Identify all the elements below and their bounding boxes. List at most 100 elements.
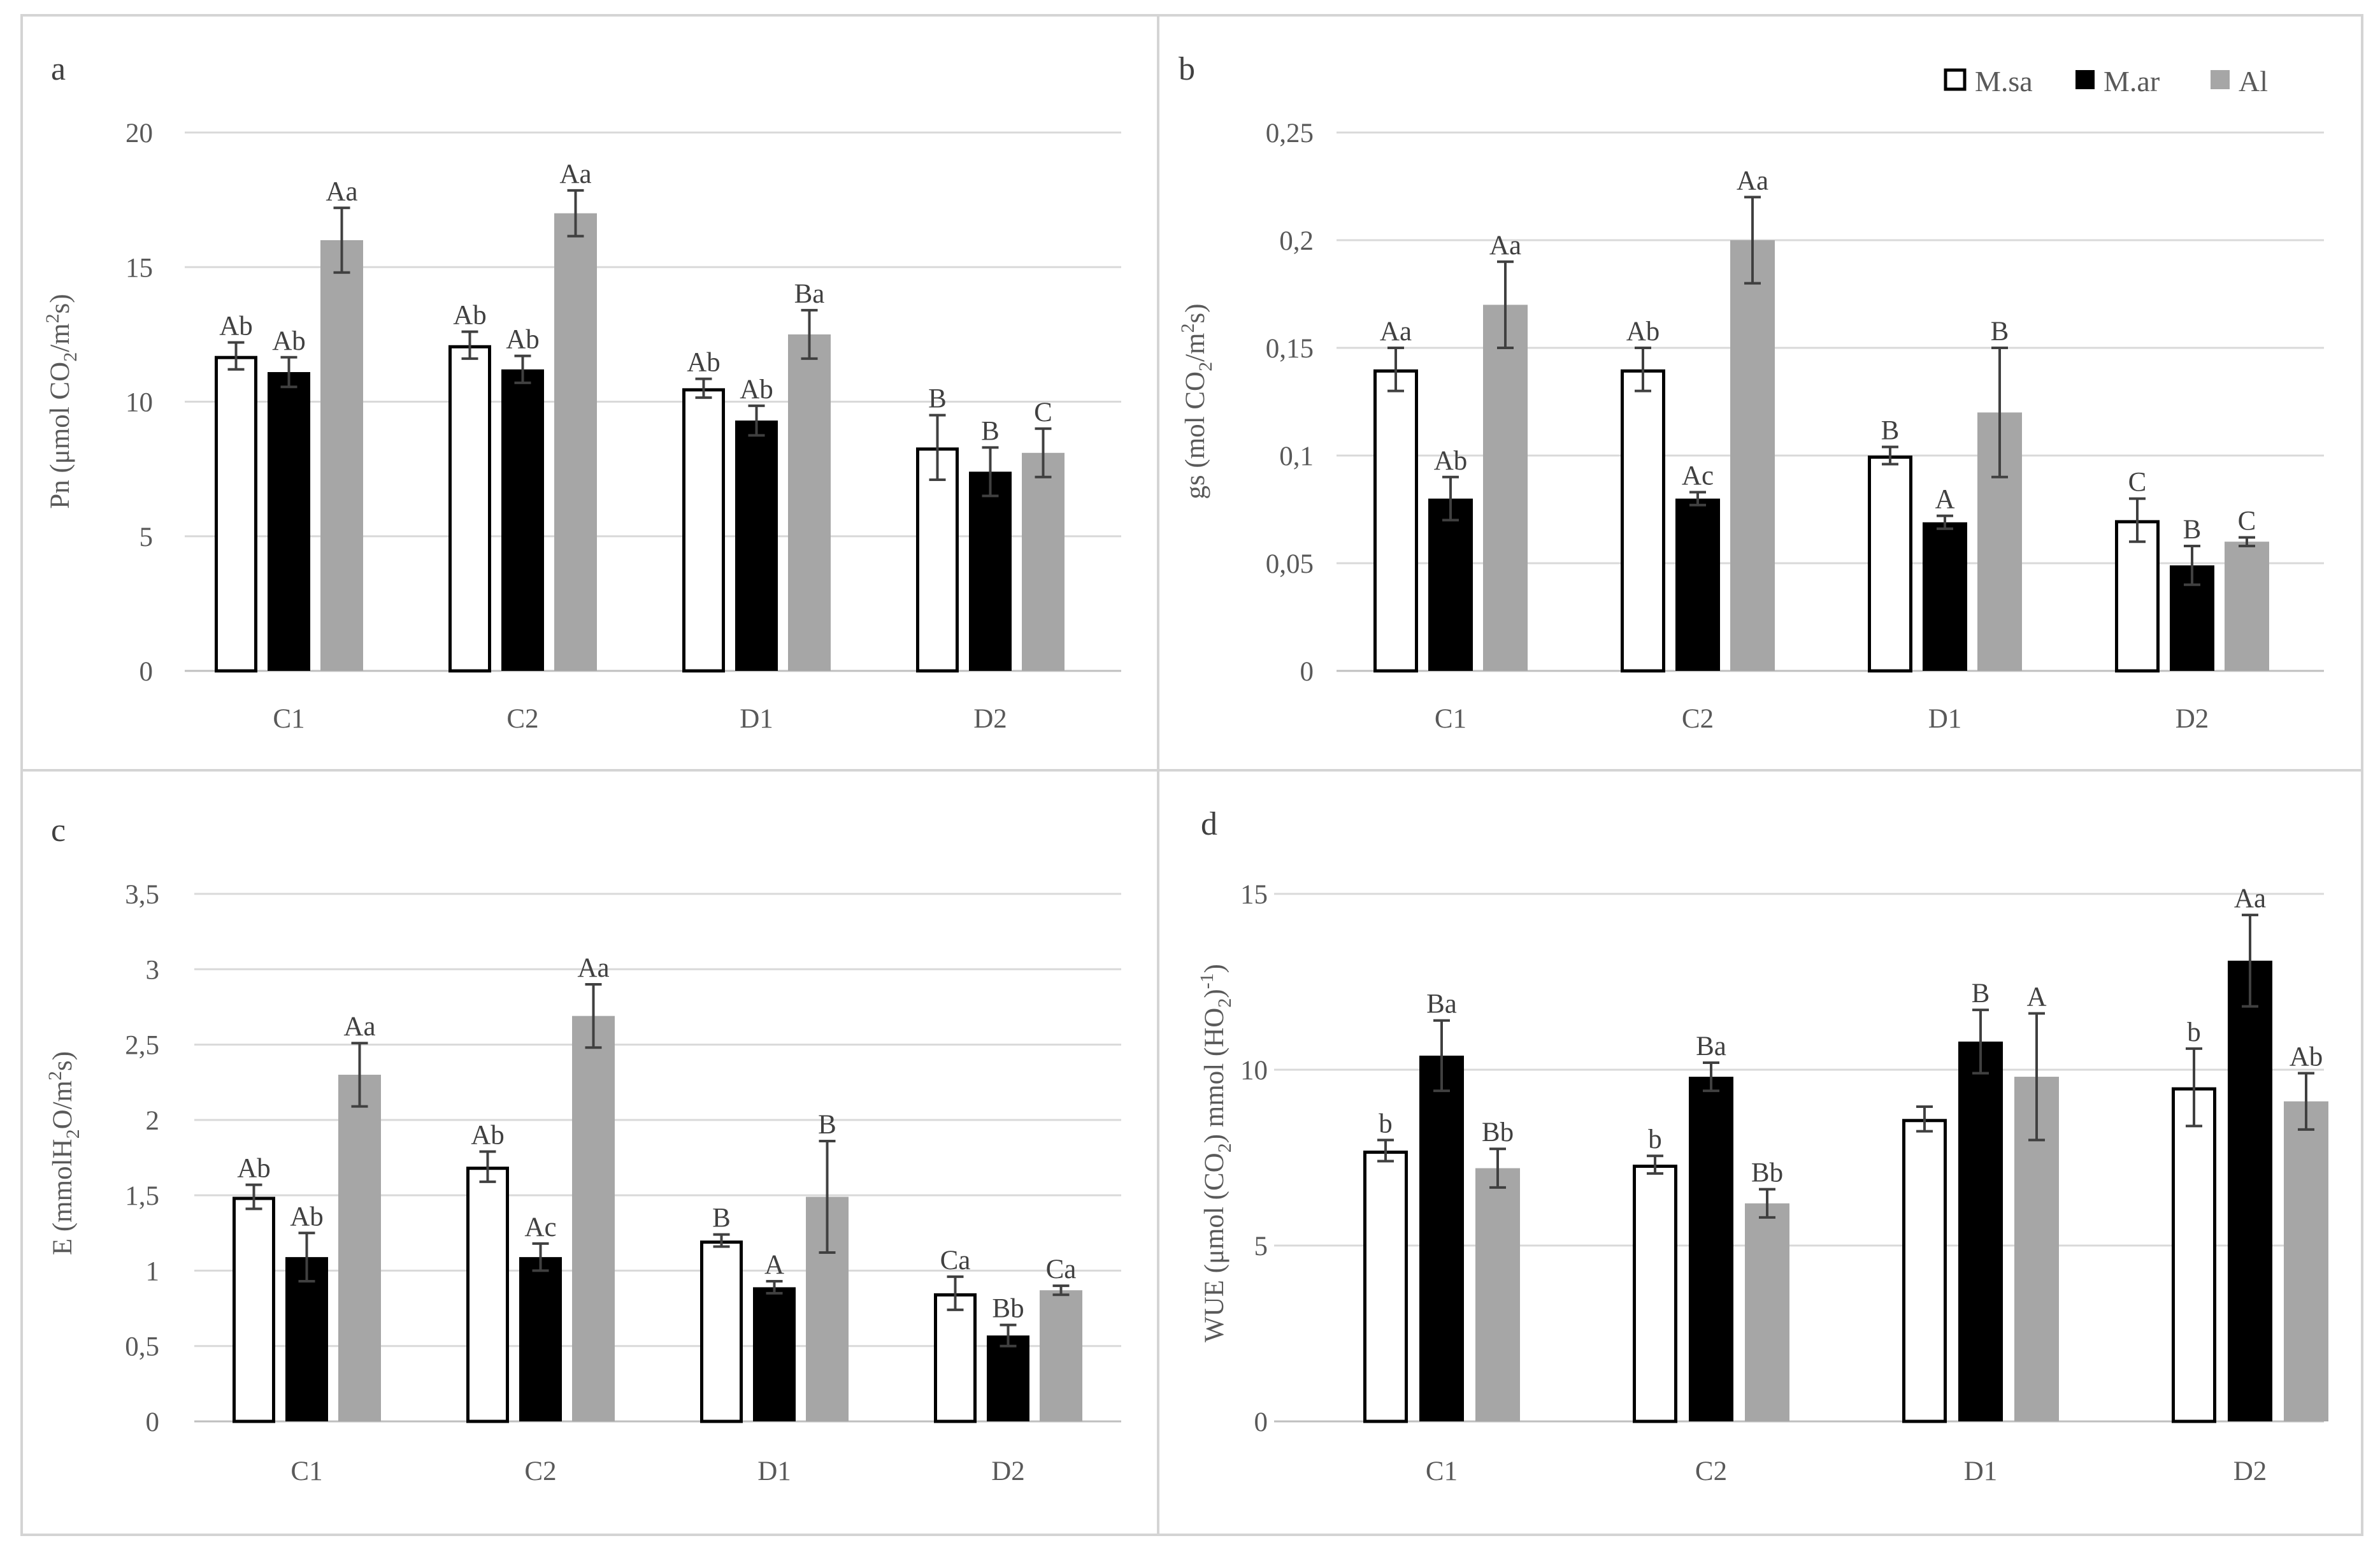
panel-c-label: c [51,812,66,849]
panel-a-y-tick-label: 0 [140,657,154,687]
panel-b-error-bar [1689,491,1706,507]
legend-swatch-mar [2075,70,2095,89]
panel-c-y-tick-label: 3 [146,955,160,985]
panel-a-bar-msa-c2 [448,345,491,673]
panel-a-data-label: Ab [506,325,540,355]
panel-b-bar-mar-c2 [1675,498,1720,671]
panel-c-error-bar [819,1139,836,1254]
panel-d-x-tick-label: D1 [1964,1456,1998,1486]
panel-c-error-bar [245,1183,262,1211]
panel-a-error-bar [1035,427,1052,478]
panel-a-error-bar [514,354,531,384]
panel-a-bar-mar-d2 [969,471,1012,671]
panel-d-x-tick-label: C1 [1426,1456,1458,1486]
panel-b-bar-msa-c1 [1373,369,1418,673]
panel-b-data-label: Ab [1434,446,1468,476]
panel-d-data-label: Ab [2290,1042,2323,1072]
panel-c-data-label: Ab [290,1202,324,1232]
panel-b-x-tick-label: D2 [2176,704,2209,734]
panel-b-y-tick-label: 0 [1300,657,1314,687]
panel-c-error-bar [479,1150,496,1183]
panel-b-plot: 0 0,05 0,1 0,15 0,2 0,25 C1 C2 D1 D2 Aa Ab B C Ab Ac A B A… [1266,119,2324,734]
panel-d-y-tick-label: 15 [1240,880,1268,910]
panel-d-bar-mar-c1 [1419,1055,1464,1421]
panel-c-error-bar [298,1232,315,1283]
panel-b-x-tick-label: C2 [1682,704,1714,734]
panel-d-data-label: b [1648,1124,1662,1154]
panel-b-y-tick-label: 0,05 [1266,549,1314,579]
panel-d-error-bar [2186,1047,2202,1128]
panel-d-plot: 0 5 10 15 C1 C2 D1 D2 b b b Ba Ba B Aa Bb Bb A Ab [1240,880,2328,1486]
panel-d-bar-msa-c1 [1363,1150,1408,1423]
panel-b-error-bar [1635,347,1651,392]
panel-d-data-label: Ba [1696,1031,1726,1061]
panel-c-data-label: Ab [471,1121,505,1151]
panel-b-y-tick-label: 0,15 [1266,334,1314,364]
panel-d-error-bar [2298,1072,2314,1131]
panel-d-error-bar [1759,1188,1775,1219]
panel-b-bar-al-c1 [1483,305,1528,671]
panel-a-ylabel: Pn (μmol CO2/m2s) [42,294,81,508]
panel-d-bar-mar-c2 [1689,1077,1733,1421]
panel-c-error-bar [585,982,602,1049]
panel-c-y-tick-label: 0 [146,1407,160,1437]
panel-a-y-tick-label: 15 [125,253,153,283]
panel-a-x-tick-label: D2 [973,704,1007,734]
panel-a-bar-mar-d1 [735,420,778,671]
panel-a-error-bar [695,377,712,399]
panel-d-error-bar [2028,1012,2045,1142]
panel-c-y-tick-label: 2,5 [125,1031,159,1061]
panel-b-x-tick-label: D1 [1928,704,1962,734]
legend: M.sa M.ar Al [1944,65,2268,97]
panel-b-error-bar [1937,514,1953,530]
panel-c-bar-msa-c1 [233,1196,275,1423]
panel-d-data-label: b [1379,1109,1393,1139]
panel-d-error-bar [1916,1105,1933,1133]
panel-b-data-label: Aa [1737,166,1768,196]
panel-c-y-tick-label: 1 [146,1256,160,1286]
panel-a-data-label: Aa [326,176,357,206]
panel-b-data-label: B [2183,515,2202,545]
panel-d-error-bar [1377,1139,1394,1163]
panel-b-data-label: C [2238,506,2256,536]
panel-a-bar-msa-c1 [215,356,257,673]
panel-a-error-bar [280,356,298,389]
panel-d-x-tick-label: C2 [1695,1456,1727,1486]
panel-d-data-label: Ba [1426,989,1457,1019]
panel-b-error-bar [1387,347,1404,392]
legend-swatch-al [2211,70,2230,89]
panel-c-y-tick-label: 1,5 [125,1181,159,1211]
legend-label-msa: M.sa [1975,65,2033,97]
panel-d-y-tick-label: 5 [1254,1232,1268,1261]
panel-d-bar-al-d2 [2284,1101,2328,1421]
panel-b-y-tick-label: 0,2 [1279,226,1314,256]
panel-c-bar-msa-d1 [700,1240,743,1423]
panel-b-label: b [1179,51,1195,87]
panel-d-data-label: Aa [2234,884,2266,914]
panel-d-error-bar [1703,1061,1719,1093]
panel-b: b gs (mol CO2/m2s) 0 0,05 0,1 0,15 0,2 0,25 C1… [1157,14,2363,772]
panel-a-error-bar [227,341,245,371]
panel-b-data-label: Aa [1380,317,1412,347]
panel-b-data-label: B [1881,415,1900,445]
panel-c-bar-al-d2 [1040,1290,1082,1421]
panel-a-data-label: Ab [740,375,773,405]
panel-a-error-bar [982,446,999,498]
panel-c-error-bar [947,1275,964,1311]
panel-d-label: d [1201,806,1217,842]
panel-d-data-label: B [1972,979,1990,1009]
panel-b-error-bar [1497,260,1514,349]
panel-c-error-bar [532,1242,549,1272]
panel-b-y-tick-label: 0,1 [1279,442,1314,471]
panel-d-bar-msa-d2 [2172,1087,2216,1423]
panel-d-error-bar [1972,1009,1989,1075]
panel-a-bar-mar-c2 [501,369,544,671]
panel-a-plot: 0 5 10 15 20 C1 C2 D1 D2 Ab Ab Ab B Ab Ab Ab B Aa Aa Ba C [125,119,1121,734]
panel-a: a Pn (μmol CO2/m2s) 0 5 10 15 20 C1 C2 D1 D2 Ab Ab… [20,14,1159,772]
panel-a-data-label: Aa [559,159,591,189]
panel-c-data-label: B [818,1110,836,1140]
panel-b-error-bar [2129,497,2146,543]
panel-c-data-label: Aa [343,1012,375,1042]
panel-b-bar-mar-c1 [1428,498,1473,671]
